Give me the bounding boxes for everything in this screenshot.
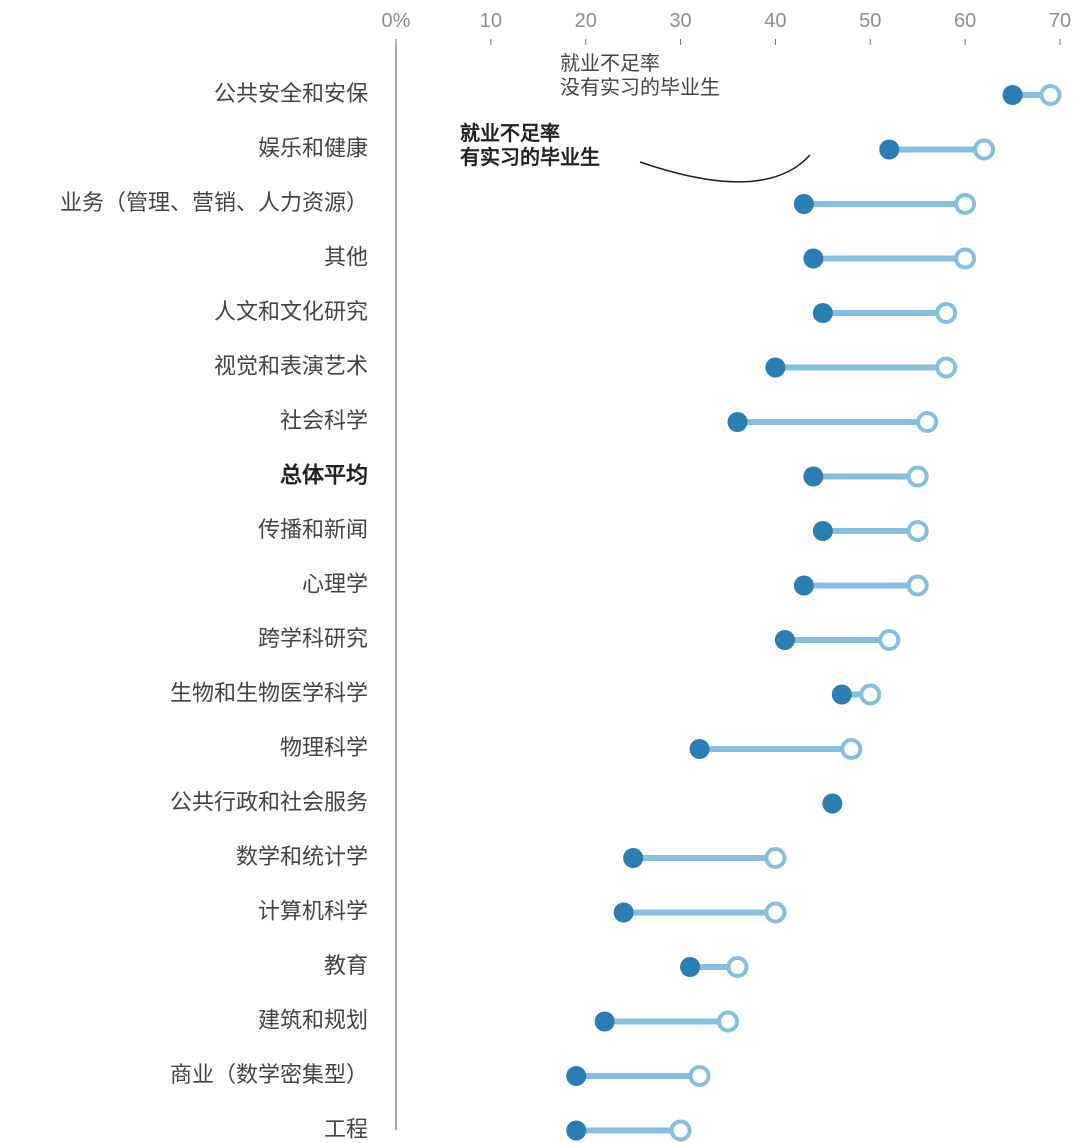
axis-tick-label: 0%	[382, 10, 411, 32]
dot-with-internship	[794, 194, 814, 214]
dot-without-internship	[719, 1013, 737, 1031]
dot-with-internship	[727, 412, 747, 432]
dot-with-internship	[566, 1121, 586, 1141]
axis-tick-label: 10	[480, 10, 502, 32]
dot-with-internship	[595, 1012, 615, 1032]
annotation-open-line1: 就业不足率	[560, 52, 660, 75]
dot-with-internship	[794, 576, 814, 596]
annotation-filled-line2: 有实习的毕业生	[460, 145, 600, 169]
dot-without-internship	[880, 631, 898, 649]
category-label: 物理科学	[280, 735, 368, 760]
category-label: 业务（管理、营销、人力资源）	[60, 190, 368, 215]
dot-with-internship	[803, 249, 823, 269]
category-label: 总体平均	[280, 462, 368, 487]
category-label: 教育	[324, 953, 368, 978]
dot-without-internship	[861, 686, 879, 704]
category-label: 传播和新闻	[258, 517, 368, 542]
annotation-curve	[640, 155, 810, 182]
dot-without-internship	[766, 849, 784, 867]
dot-without-internship	[842, 740, 860, 758]
category-label: 工程	[324, 1116, 368, 1141]
dot-with-internship	[775, 630, 795, 650]
axis-tick-label: 30	[669, 10, 691, 32]
axis-tick-label: 20	[575, 10, 597, 32]
dot-with-internship	[623, 848, 643, 868]
dot-without-internship	[956, 250, 974, 268]
category-label: 计算机科学	[258, 898, 368, 923]
dot-without-internship	[766, 904, 784, 922]
dot-with-internship	[803, 467, 823, 487]
annotation-open-line2: 没有实习的毕业生	[560, 76, 720, 99]
dot-without-internship	[909, 522, 927, 540]
dot-with-internship	[879, 140, 899, 160]
category-label: 跨学科研究	[258, 626, 368, 651]
dot-without-internship	[1042, 86, 1060, 104]
dot-with-internship	[566, 1066, 586, 1086]
axis-tick-label: 60	[954, 10, 976, 32]
dot-without-internship	[691, 1067, 709, 1085]
dot-with-internship	[813, 303, 833, 323]
dot-without-internship	[975, 141, 993, 159]
category-label: 社会科学	[280, 408, 368, 433]
dot-without-internship	[909, 468, 927, 486]
dot-without-internship	[937, 304, 955, 322]
axis-tick-label: 40	[764, 10, 786, 32]
dot-with-internship	[832, 685, 852, 705]
dot-with-internship	[680, 957, 700, 977]
chart-svg: 0% 10 20 30 40 50 60 70 公共安全和安保娱乐和健康业务（管理、营销、人力资…	[0, 0, 1080, 1143]
dot-without-internship	[728, 958, 746, 976]
category-label: 公共行政和社会服务	[170, 789, 368, 814]
dot-without-internship	[909, 577, 927, 595]
dot-with-internship	[813, 521, 833, 541]
dot-with-internship	[822, 794, 842, 814]
dot-with-internship	[765, 358, 785, 378]
axis-tick-label: 70	[1049, 10, 1071, 32]
category-label: 其他	[324, 244, 368, 269]
category-label: 生物和生物医学科学	[170, 680, 368, 705]
annotation-filled-line1: 就业不足率	[460, 121, 560, 145]
category-label: 数学和统计学	[236, 844, 368, 869]
dot-without-internship	[937, 359, 955, 377]
dot-with-internship	[690, 739, 710, 759]
category-label: 人文和文化研究	[214, 299, 368, 324]
dot-without-internship	[918, 413, 936, 431]
dumbbell-chart: 0% 10 20 30 40 50 60 70 公共安全和安保娱乐和健康业务（管理、营销、人力资…	[0, 0, 1080, 1143]
category-label: 视觉和表演艺术	[214, 353, 368, 378]
category-label: 娱乐和健康	[258, 135, 368, 160]
dot-with-internship	[1003, 85, 1023, 105]
category-label: 公共安全和安保	[214, 81, 368, 106]
dot-with-internship	[614, 903, 634, 923]
category-label: 建筑和规划	[258, 1007, 368, 1032]
category-label: 心理学	[302, 571, 368, 596]
category-label: 商业（数学密集型）	[170, 1062, 368, 1087]
dot-without-internship	[672, 1122, 690, 1140]
axis-tick-label: 50	[859, 10, 881, 32]
dot-without-internship	[956, 195, 974, 213]
